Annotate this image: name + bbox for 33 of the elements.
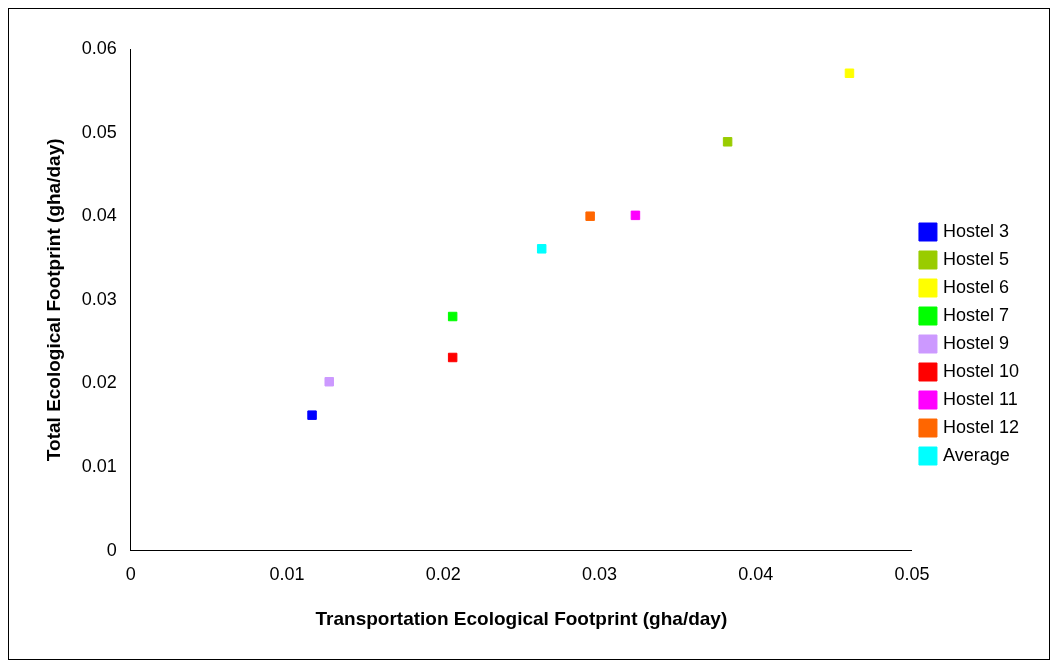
- point: [844, 68, 855, 78]
- x-tick-label: 0: [125, 564, 136, 585]
- y-tick-label: 0.02: [81, 372, 117, 393]
- x-tick-label: 0.03: [581, 564, 618, 585]
- legend-label: Average: [942, 444, 1010, 465]
- y-tick-label: 0.06: [81, 37, 117, 58]
- y-tick-label: 0: [106, 539, 117, 560]
- y-tick-label: 0.04: [81, 205, 117, 226]
- point: [585, 211, 595, 221]
- legend-label: Hostel 7: [942, 304, 1009, 325]
- y-axis-title: Total Ecological Footprint (gha/day): [42, 138, 64, 462]
- point: [722, 137, 733, 147]
- point: [536, 244, 547, 254]
- x-tick-label: 0.05: [894, 564, 930, 585]
- x-tick-label: 0.04: [738, 564, 774, 585]
- y-tick-label: 0.03: [81, 288, 117, 309]
- legend-label: Hostel 11: [942, 388, 1018, 409]
- legend-label: Hostel 6: [942, 276, 1009, 297]
- legend-label: Hostel 12: [942, 416, 1019, 437]
- point: [447, 311, 458, 322]
- point: [307, 410, 317, 420]
- x-tick-label: 0.01: [269, 564, 305, 585]
- y-tick-label: 0.01: [81, 455, 117, 476]
- point: [324, 376, 334, 387]
- legend-label: Hostel 3: [942, 220, 1009, 241]
- x-tick-label: 0.02: [425, 564, 461, 585]
- point: [447, 352, 458, 363]
- x-axis-title: Transportation Ecological Footprint (gha/day): [315, 607, 728, 629]
- legend-label: Hostel 9: [942, 332, 1009, 353]
- legend-label: Hostel 10: [942, 360, 1019, 381]
- y-tick-label: 0.05: [81, 121, 117, 142]
- point: [630, 210, 641, 221]
- legend-label: Hostel 5: [942, 248, 1009, 269]
